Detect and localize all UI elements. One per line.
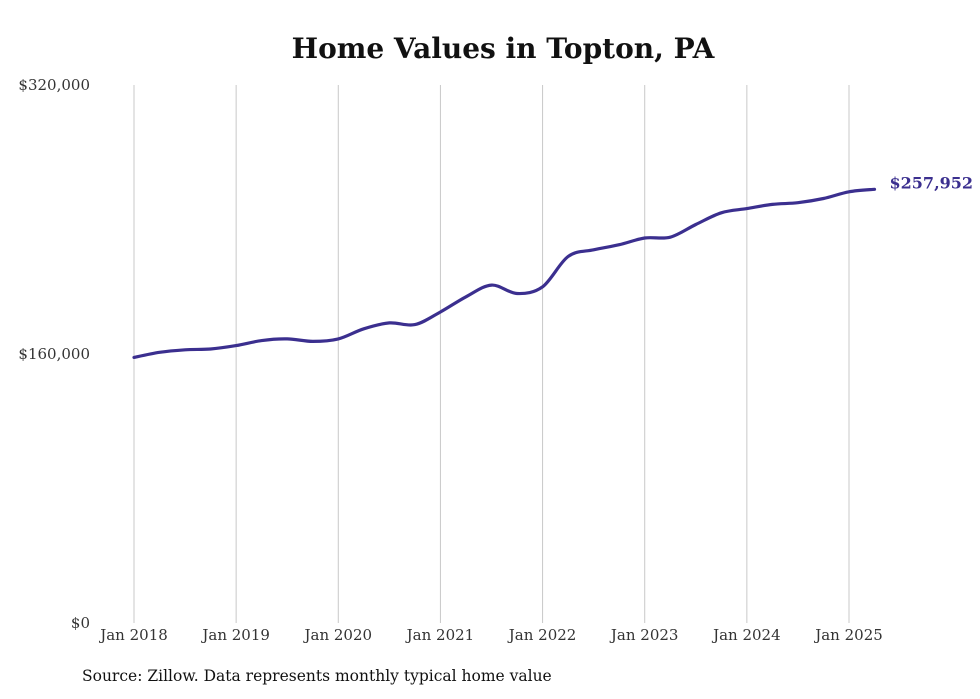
x-tick-label: Jan 2025 xyxy=(813,626,883,644)
end-value-label: $257,952 xyxy=(890,173,974,192)
x-tick-label: Jan 2024 xyxy=(711,626,781,644)
grid-lines xyxy=(133,85,850,623)
x-tick-label: Jan 2018 xyxy=(98,626,168,644)
y-tick-label: $160,000 xyxy=(18,345,90,363)
y-tick-label: $0 xyxy=(71,614,90,632)
y-axis: $0 $160,000 $320,000 xyxy=(18,76,90,632)
source-note: Source: Zillow. Data represents monthly … xyxy=(82,667,552,685)
y-tick-label: $320,000 xyxy=(18,76,90,94)
x-tick-label: Jan 2021 xyxy=(405,626,475,644)
home-value-line xyxy=(132,187,877,359)
x-tick-label: Jan 2020 xyxy=(303,626,373,644)
x-axis: Jan 2018 Jan 2019 Jan 2020 Jan 2021 Jan 2022… xyxy=(98,626,883,644)
x-tick-label: Jan 2019 xyxy=(200,626,270,644)
x-tick-label: Jan 2022 xyxy=(507,626,577,644)
chart-title: Home Values in Topton, PA xyxy=(292,32,716,65)
x-tick-label: Jan 2023 xyxy=(609,626,679,644)
